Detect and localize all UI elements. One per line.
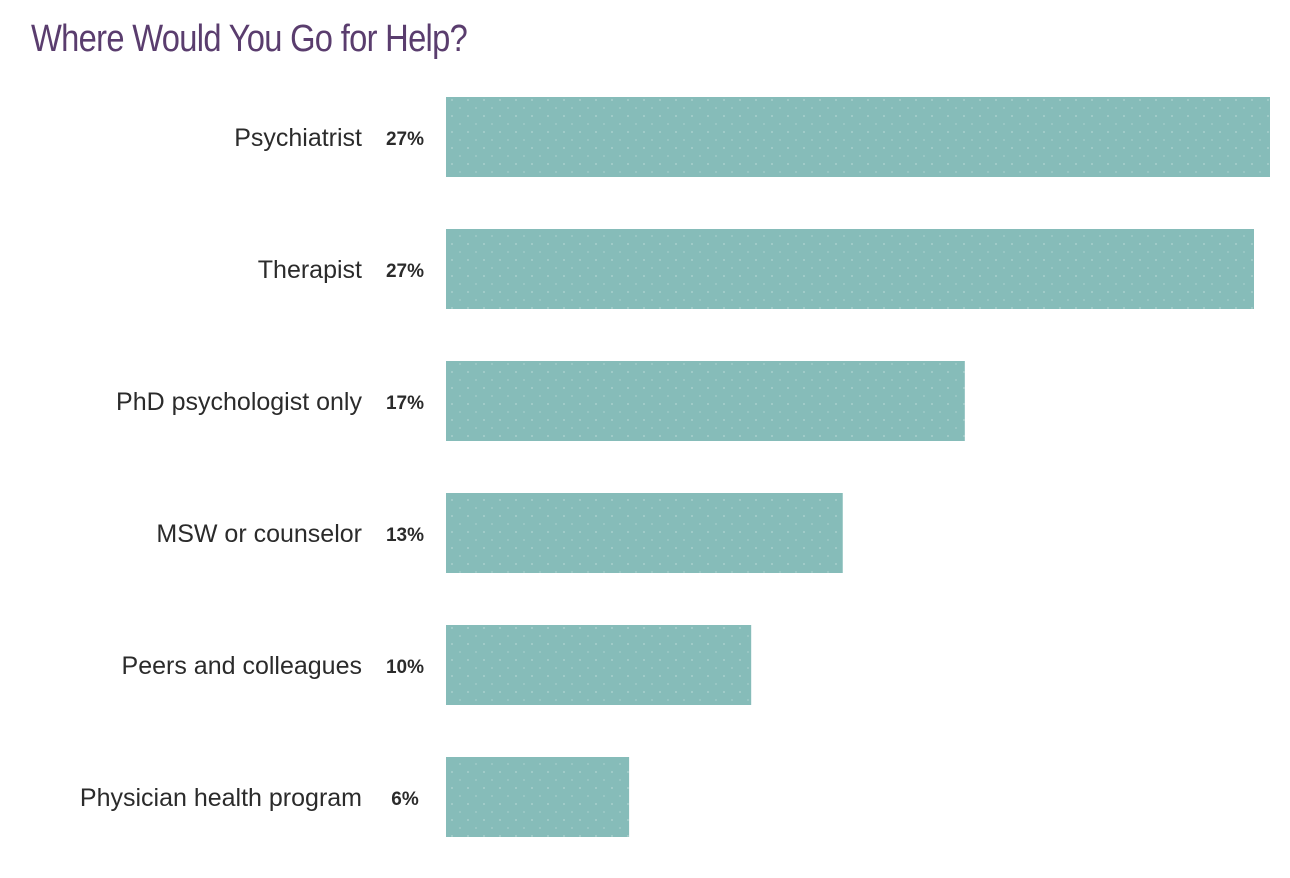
category-label: Physician health program bbox=[80, 784, 362, 812]
bar-texture bbox=[446, 361, 965, 441]
category-label: PhD psychologist only bbox=[116, 388, 362, 416]
value-label: 10% bbox=[386, 657, 424, 678]
bar-texture bbox=[446, 493, 843, 573]
category-label: MSW or counselor bbox=[156, 520, 362, 548]
bars-layer: Psychiatrist 27% Therapist 27% PhD psycholog… bbox=[80, 97, 1270, 837]
category-label: Psychiatrist bbox=[234, 124, 362, 152]
bar-texture bbox=[446, 97, 1270, 177]
value-label: 6% bbox=[391, 789, 419, 810]
value-label: 27% bbox=[386, 261, 424, 282]
value-label: 13% bbox=[386, 525, 424, 546]
bar-texture bbox=[446, 229, 1254, 309]
value-label: 27% bbox=[386, 129, 424, 150]
chart-title: Where Would You Go for Help? bbox=[31, 18, 468, 60]
bar-texture bbox=[446, 757, 630, 837]
bar-texture bbox=[446, 625, 752, 705]
value-label: 17% bbox=[386, 393, 424, 414]
category-label: Peers and colleagues bbox=[122, 652, 362, 680]
category-label: Therapist bbox=[258, 256, 362, 284]
